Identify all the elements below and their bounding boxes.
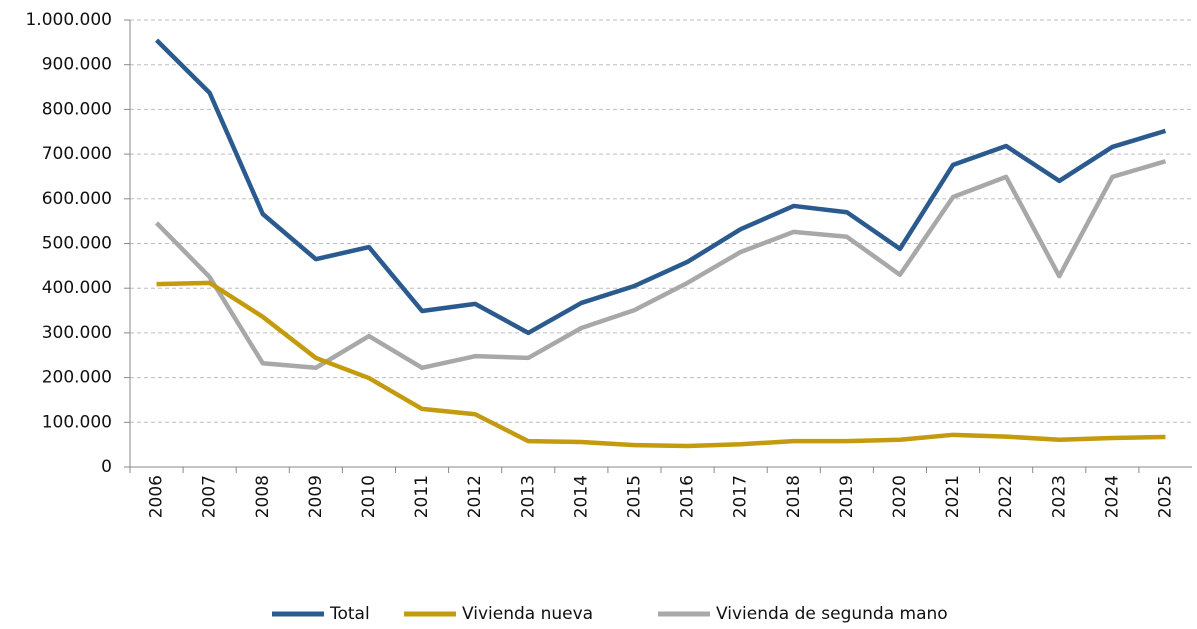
y-tick-label: 400.000	[42, 278, 112, 298]
y-tick-label: 0	[101, 457, 112, 477]
x-tick-label: 2018	[784, 475, 804, 518]
y-tick-label: 600.000	[42, 189, 112, 209]
y-tick-label: 1.000.000	[25, 10, 112, 30]
series-line	[154, 159, 1167, 371]
legend-label: Vivienda nueva	[462, 604, 593, 624]
x-tick-label: 2013	[518, 475, 538, 518]
x-tick-label: 2025	[1155, 475, 1175, 518]
y-tick-label: 800.000	[42, 99, 112, 119]
x-tick-label: 2008	[253, 475, 273, 518]
x-tick-label: 2020	[890, 475, 910, 518]
x-tick-label: 2023	[1049, 475, 1069, 518]
x-tick-label: 2010	[359, 475, 379, 518]
y-tick-label: 700.000	[42, 144, 112, 164]
y-tick-label: 500.000	[42, 234, 112, 254]
x-tick-label: 2021	[943, 475, 963, 518]
y-tick-label: 100.000	[42, 412, 112, 432]
y-tick-label: 200.000	[42, 368, 112, 388]
x-tick-label: 2024	[1102, 475, 1122, 518]
y-tick-label: 900.000	[42, 55, 112, 75]
x-tick-label: 2011	[412, 475, 432, 518]
legend-label: Total	[329, 604, 370, 624]
series-line	[156, 280, 1166, 449]
x-tick-label: 2016	[678, 475, 698, 518]
legend-label: Vivienda de segunda mano	[716, 604, 948, 624]
y-tick-label: 300.000	[42, 323, 112, 343]
x-tick-label: 2015	[624, 475, 644, 518]
x-tick-label: 2022	[996, 475, 1016, 518]
x-tick-label: 2017	[731, 475, 751, 518]
x-tick-label: 2012	[465, 475, 485, 518]
x-tick-label: 2009	[306, 475, 326, 518]
series-line	[154, 38, 1167, 336]
x-tick-label: 2014	[571, 475, 591, 518]
x-tick-label: 2006	[147, 475, 167, 518]
x-tick-label: 2019	[837, 475, 857, 518]
x-tick-label: 2007	[200, 475, 220, 518]
